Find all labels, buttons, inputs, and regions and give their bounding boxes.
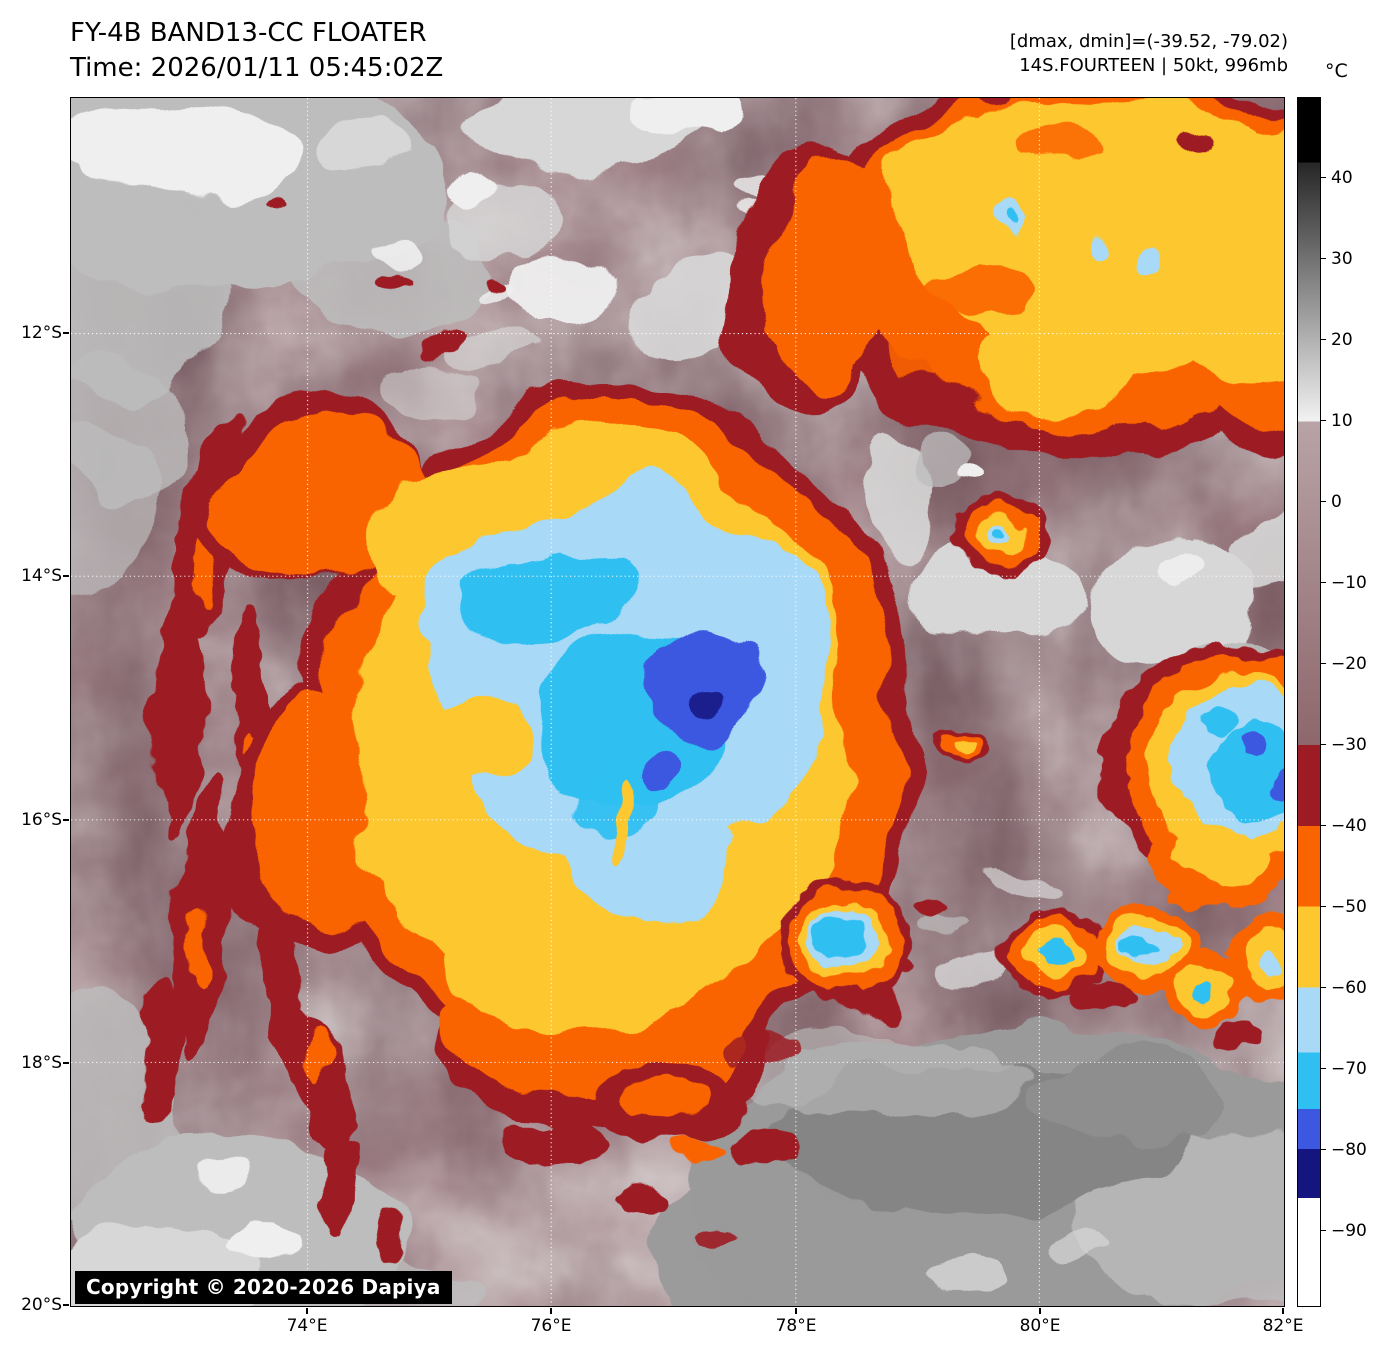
- colorbar-tick-mark: [1321, 663, 1326, 665]
- x-axis-label: 74°E: [286, 1316, 328, 1336]
- x-axis-tick: [1282, 1308, 1284, 1314]
- colorbar-tick-mark: [1321, 1148, 1326, 1151]
- y-axis-tick: [63, 575, 69, 577]
- colorbar-tick-label: −20: [1331, 654, 1367, 674]
- y-axis-label: 12°S: [21, 323, 62, 343]
- colorbar-tick-label: 30: [1331, 249, 1353, 270]
- x-axis-label: 82°E: [1262, 1316, 1304, 1336]
- y-axis-label: 18°S: [21, 1053, 62, 1073]
- east-convective-system: [1101, 643, 1284, 907]
- y-axis-label: 20°S: [21, 1295, 62, 1315]
- title-block: FY-4B BAND13-CC FLOATER Time: 2026/01/11…: [70, 16, 443, 86]
- south-cold-fragments: [507, 887, 940, 1237]
- colorbar-tick-mark: [1321, 905, 1326, 908]
- y-axis-tick: [63, 332, 69, 334]
- y-axis-tick: [63, 819, 69, 821]
- colorbar-tick-label: 40: [1331, 167, 1353, 188]
- copyright-badge: Copyright © 2020-2026 Dapiya: [75, 1271, 452, 1304]
- header-right: [dmax, dmin]=(-39.52, -79.02) 14S.FOURTE…: [1010, 30, 1288, 78]
- colorbar: [1297, 97, 1321, 1307]
- storm-info: 14S.FOURTEEN | 50kt, 996mb: [1019, 55, 1288, 76]
- colorbar-tick-label: 20: [1331, 329, 1353, 350]
- colorbar-tick-label: −40: [1331, 816, 1367, 837]
- x-axis-tick: [306, 1308, 308, 1314]
- colorbar-tick-mark: [1321, 338, 1326, 341]
- x-axis-label: 78°E: [775, 1316, 817, 1336]
- x-axis-tick: [1039, 1308, 1041, 1314]
- map-plot-area: Copyright © 2020-2026 Dapiya: [70, 97, 1285, 1307]
- colorbar-tick-mark: [1321, 825, 1326, 827]
- y-axis-label: 14°S: [21, 566, 62, 586]
- colorbar-tick-mark: [1321, 1067, 1326, 1070]
- colorbar-tick-mark: [1321, 258, 1326, 260]
- colorbar-tick-label: −10: [1331, 573, 1367, 594]
- southeast-cell-cluster: [1000, 904, 1284, 1049]
- colorbar-tick-mark: [1321, 176, 1326, 179]
- south-central-cell: [778, 726, 986, 1002]
- colorbar-ticks: 40 30 20 10 0 −10 −20 −30 −40 −50 −60 −70 −80 −90: [1321, 97, 1388, 1307]
- y-axis-label: 16°S: [21, 810, 62, 830]
- colorbar-tick-mark: [1321, 500, 1326, 503]
- colorbar-tick-mark: [1321, 582, 1326, 584]
- x-axis-label: 76°E: [530, 1316, 572, 1336]
- satellite-imagery: [71, 98, 1284, 1306]
- colorbar-tick-label: −30: [1331, 734, 1367, 755]
- x-axis-tick: [795, 1308, 797, 1314]
- x-axis-tick: [550, 1308, 552, 1314]
- colorbar-tick-label: −50: [1331, 896, 1367, 917]
- figure-title: FY-4B BAND13-CC FLOATER: [70, 18, 427, 48]
- y-axis-tick: [63, 1304, 69, 1306]
- colorbar-unit: °C: [1325, 60, 1348, 82]
- y-axis-tick: [63, 1062, 69, 1064]
- east-cell-small: [949, 493, 1050, 574]
- colorbar-tick-mark: [1321, 420, 1326, 422]
- colorbar-tick-label: 10: [1331, 411, 1353, 432]
- colorbar-tick-mark: [1321, 987, 1326, 989]
- gray-low-clouds: [71, 98, 1284, 1009]
- northeast-convective-system: [732, 98, 1284, 470]
- colorbar-tick-label: −60: [1331, 978, 1367, 999]
- colorbar-tick-label: −70: [1331, 1058, 1367, 1079]
- colorbar-tick-label: −80: [1331, 1139, 1367, 1160]
- colorbar-tick-mark: [1321, 743, 1326, 746]
- colorbar-tick-label: −90: [1331, 1221, 1367, 1241]
- figure-time: Time: 2026/01/11 05:45:02Z: [70, 53, 444, 83]
- colorbar-tick-mark: [1321, 1230, 1326, 1232]
- gridlines: [71, 98, 1284, 1306]
- colorbar-tick-label: 0: [1331, 491, 1342, 512]
- dmax-dmin-readout: [dmax, dmin]=(-39.52, -79.02): [1009, 31, 1288, 52]
- x-axis-label: 80°E: [1019, 1316, 1061, 1336]
